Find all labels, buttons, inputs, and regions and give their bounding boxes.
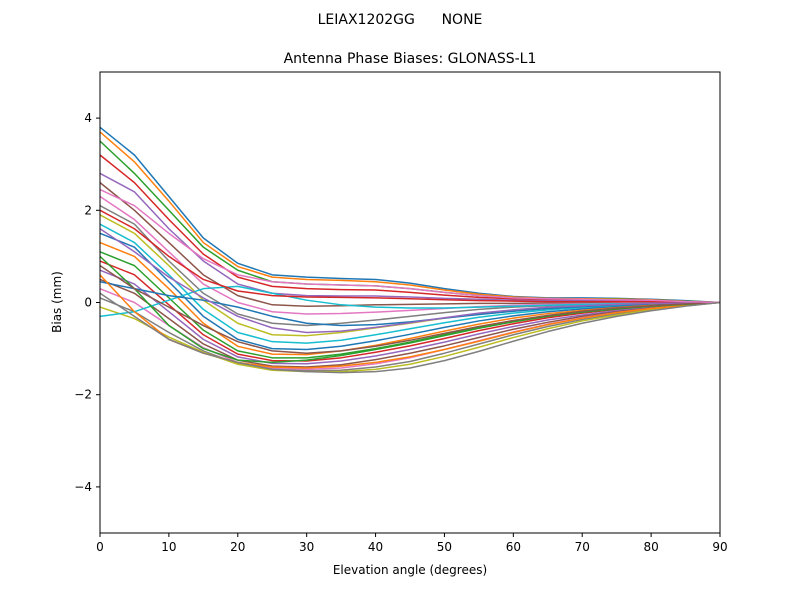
series-line-19 — [100, 301, 720, 373]
y-tick-label: 0 — [84, 296, 92, 310]
series-line-24 — [100, 209, 720, 304]
series-line-10 — [100, 223, 720, 344]
series-line-25 — [100, 228, 720, 334]
y-tick-label: 2 — [84, 203, 92, 217]
series-layer — [100, 126, 720, 374]
chart-title: Antenna Phase Biases: GLONASS-L1 — [284, 51, 537, 67]
x-tick-label: 40 — [368, 540, 383, 554]
series-line-15 — [100, 269, 720, 365]
x-tick-label: 90 — [712, 540, 727, 554]
series-line-6 — [100, 182, 720, 307]
y-tick-label: 4 — [84, 111, 92, 125]
y-tick-label: −4 — [74, 480, 92, 494]
x-tick-label: 80 — [643, 540, 658, 554]
y-axis-ticks: −4 −2 0 2 4 — [74, 111, 100, 494]
x-tick-label: 10 — [161, 540, 176, 554]
x-tick-label: 30 — [299, 540, 314, 554]
series-line-5 — [100, 172, 720, 304]
x-axis-ticks: 0 10 20 30 40 50 60 70 80 90 — [96, 533, 728, 554]
x-tick-label: 50 — [437, 540, 452, 554]
series-line-26 — [100, 264, 720, 354]
series-line-16 — [100, 278, 720, 368]
series-line-18 — [100, 297, 720, 372]
x-tick-label: 20 — [230, 540, 245, 554]
x-axis-label: Elevation angle (degrees) — [333, 563, 487, 577]
series-line-28 — [100, 292, 720, 374]
y-tick-label: −2 — [74, 388, 92, 402]
series-line-23 — [100, 255, 720, 364]
series-line-27 — [100, 188, 720, 304]
x-tick-label: 0 — [96, 540, 104, 554]
x-tick-label: 70 — [575, 540, 590, 554]
x-tick-label: 60 — [506, 540, 521, 554]
series-line-11 — [100, 232, 720, 351]
figure-suptitle: LEIAX1202GG NONE — [318, 12, 483, 28]
y-axis-label: Bias (mm) — [50, 271, 64, 333]
